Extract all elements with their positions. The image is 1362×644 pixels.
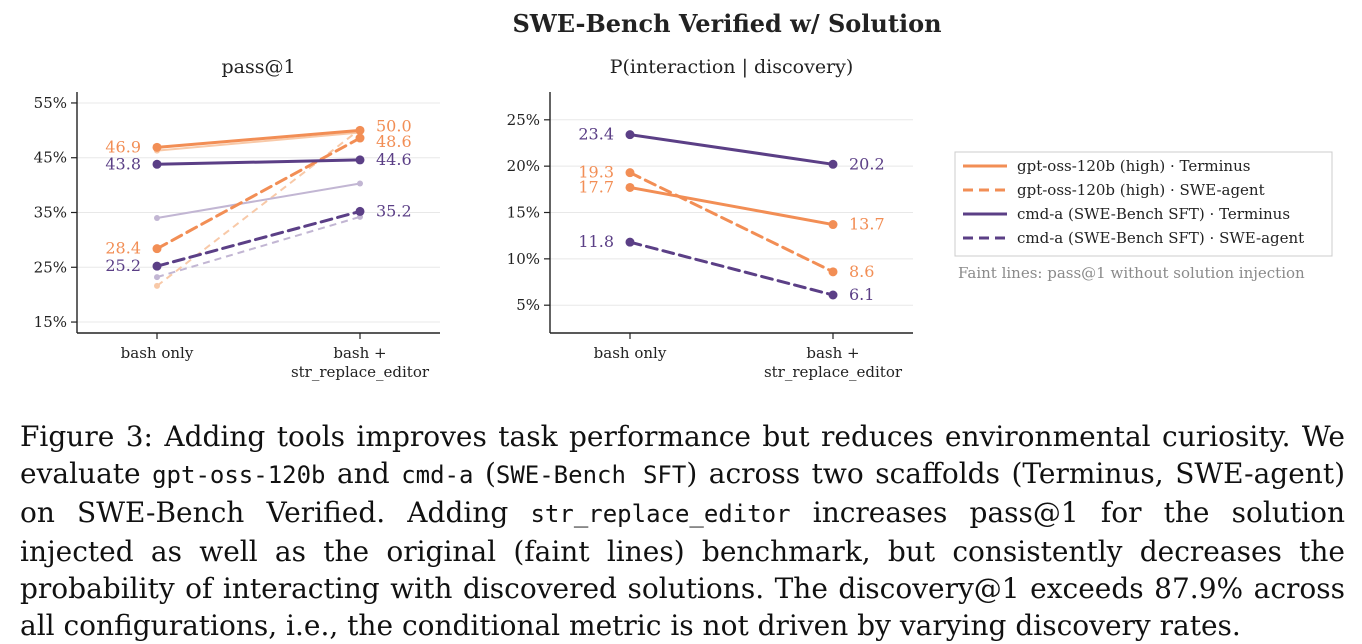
y-tick-label: 25% [507,111,540,129]
faint-series-line [156,128,361,287]
x-tick-label: bash + str_replace_editor [764,344,903,381]
y-tick-label: 5% [516,296,540,314]
x-tick-label: bash only [121,344,194,362]
series-point [625,130,635,140]
series-line [155,158,362,166]
data-label: 25.2 [105,256,141,275]
faint-series-point [357,180,363,187]
chart-pass-at-1: pass@1 15% 25% 35% 45% 55% bash only bash + str_… [34,56,440,381]
data-label: 17.7 [578,177,614,196]
series-point [152,261,162,271]
series-line [628,185,835,227]
series-line [628,171,835,274]
y-tick-label: 55% [34,94,67,112]
figure-suptitle: SWE-Bench Verified w/ Solution [512,9,941,38]
series-point [625,237,635,247]
series-point [625,168,635,178]
series-point [828,290,838,300]
figure: SWE-Bench Verified w/ Solution pass@1 15%… [34,9,1333,381]
caption-code-cmd-a: cmd-a [401,461,474,489]
data-label: 43.8 [105,154,141,173]
legend: gpt-oss-120b (high) · Terminus gpt-oss-12… [954,151,1333,257]
faint-series-line [156,182,361,219]
caption-text: increases pass@1 for the solution inject… [20,496,1345,642]
figure-caption: Figure 3: Adding tools improves task per… [20,418,1345,644]
y-tick-label: 35% [34,204,67,222]
faint-series-line [156,215,361,279]
data-label: 8.6 [849,262,874,281]
y-tick-label: 15% [34,313,67,331]
legend-label: gpt-oss-120b (high) · Terminus [1017,157,1250,175]
series-point [828,220,838,230]
chart-p-interaction-given-discovery: P(interaction | discovery) 5% 10% 15% 20% 25%… [507,56,913,381]
faint-series-point [154,274,160,281]
data-label: 13.7 [849,215,885,234]
chart-title: pass@1 [221,56,295,78]
data-label: 44.6 [376,150,412,169]
legend-label: gpt-oss-120b (high) · SWE-agent [1017,181,1265,199]
caption-text: Figure 3: Adding tools improves task per… [20,420,1345,490]
x-tick-label: bash only [594,344,667,362]
series-line [155,209,362,268]
data-label: 19.3 [578,163,614,182]
series-point [355,206,365,216]
series-line [628,133,835,166]
caption-text: ( [473,457,496,490]
caption-code-str-replace-editor: str_replace_editor [530,500,791,528]
data-label: 23.4 [578,125,614,144]
series-point [152,142,162,152]
series-point [355,125,365,135]
y-tick-label: 10% [507,250,540,268]
series-line [628,240,835,297]
series-point [355,133,365,143]
faint-series-line [156,131,361,152]
faint-lines-note: Faint lines: pass@1 without solution inj… [958,264,1305,282]
legend-label: cmd-a (SWE-Bench SFT) · SWE-agent [1017,229,1304,247]
y-tick-label: 20% [507,157,540,175]
data-label: 20.2 [849,154,885,173]
data-label: 46.9 [105,137,141,156]
legend-label: cmd-a (SWE-Bench SFT) · Terminus [1017,205,1290,223]
faint-series-point [154,214,160,221]
data-label: 48.6 [376,132,412,151]
series-point [152,244,162,254]
y-tick-label: 25% [34,258,67,276]
caption-text: and [325,457,402,490]
series-line [155,136,362,251]
series-point [828,159,838,169]
series-point [152,159,162,169]
data-label: 28.4 [105,239,141,258]
faint-series-point [154,282,160,289]
x-tick-label: bash + str_replace_editor [291,344,430,381]
y-tick-label: 45% [34,149,67,167]
caption-code-gpt-oss: gpt-oss-120b [152,461,326,489]
caption-code-swe-bench-sft: SWE-Bench SFT [495,461,687,489]
data-label: 11.8 [578,232,614,251]
data-label: 50.0 [376,116,412,135]
data-label: 35.2 [376,201,412,220]
series-point [828,267,838,277]
y-tick-label: 15% [507,204,540,222]
series-point [625,182,635,192]
caption-text: ) across two scaffolds (Terminus, SWE-ag… [20,457,1345,529]
legend-frame [954,151,1333,257]
data-label: 6.1 [849,285,874,304]
series-line [155,128,362,149]
chart-title: P(interaction | discovery) [610,56,854,78]
series-point [355,155,365,165]
